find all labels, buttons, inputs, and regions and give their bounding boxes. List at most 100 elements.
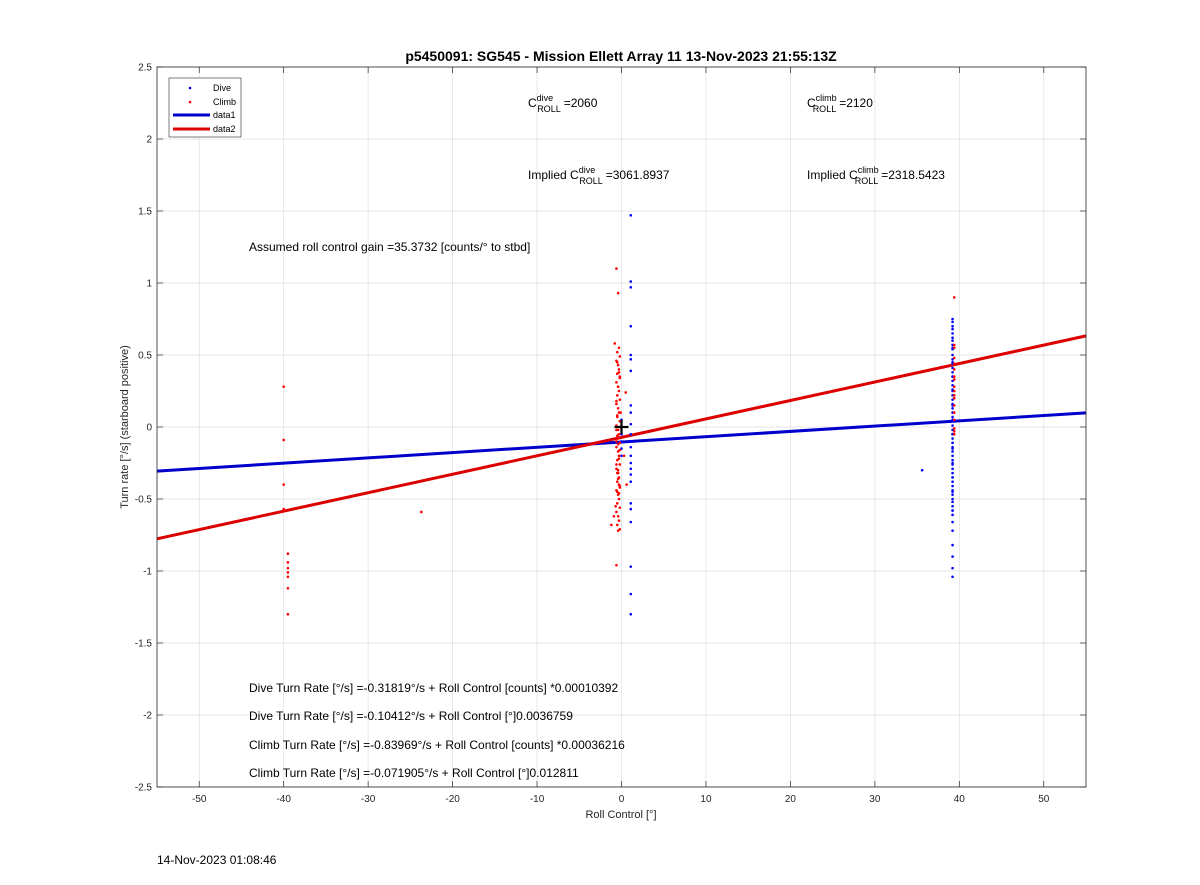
dive-point	[951, 490, 954, 494]
dive-point	[620, 440, 623, 443]
climb-point	[617, 491, 621, 495]
legend-climb-label: Climb	[213, 97, 236, 107]
climb-point	[286, 566, 290, 570]
dive-point	[951, 484, 954, 488]
legend-data2-label: data2	[213, 124, 236, 134]
legend-climb-swatch	[188, 100, 192, 104]
climb-point	[952, 378, 956, 381]
dive-point	[951, 476, 954, 479]
dive-point	[620, 447, 623, 450]
dive-point	[951, 360, 954, 364]
dive-point	[951, 497, 954, 501]
climb-point	[613, 342, 617, 345]
climb-point	[615, 440, 618, 443]
dive-point	[951, 450, 954, 453]
dive-point	[951, 353, 954, 357]
climb-point	[615, 399, 618, 403]
dive-point	[951, 447, 954, 450]
dive-point	[951, 428, 954, 432]
climb-point	[615, 414, 619, 417]
climb-point	[617, 368, 621, 371]
y-tick-label: -1	[143, 567, 152, 578]
gain-annotation: Assumed roll control gain =35.3732 [coun…	[249, 240, 530, 254]
climb-point	[952, 296, 956, 299]
dive-point	[951, 398, 954, 401]
climb-point	[624, 391, 628, 394]
dive-point	[951, 366, 954, 370]
dive-point	[629, 502, 633, 505]
climb-point	[618, 463, 622, 466]
climb-point	[618, 527, 622, 531]
climb-point	[625, 483, 628, 486]
climb-point	[618, 441, 622, 445]
climb-point	[618, 448, 622, 452]
climb-point	[617, 346, 621, 350]
dive-point	[951, 437, 954, 440]
dive-point	[629, 467, 633, 471]
data2-fit-line	[156, 334, 1087, 541]
dive-point	[629, 592, 633, 596]
climb-point	[952, 343, 956, 347]
dive-point	[629, 440, 633, 443]
climb-point	[952, 432, 956, 436]
climb-point	[952, 385, 956, 388]
dive-point	[951, 383, 954, 387]
climb-point	[286, 552, 290, 556]
c-dive-annotation: Cdive ROLL =2060	[528, 93, 598, 114]
dive-point	[951, 513, 954, 517]
climb-point	[952, 404, 956, 407]
climb-point	[286, 575, 290, 579]
implied-c-dive-annotation: Implied Cdive ROLL =3061.8937	[528, 165, 670, 186]
climb-point	[615, 480, 619, 484]
y-tick-label: -2	[143, 711, 152, 722]
climb-point	[952, 389, 956, 393]
x-tick-label: -50	[192, 794, 207, 805]
dive-point	[951, 379, 954, 383]
climb-point	[615, 471, 619, 475]
climb-point	[282, 438, 285, 442]
dive-point	[629, 286, 633, 289]
dive-point	[951, 454, 954, 458]
dive-point	[951, 480, 954, 484]
climb-point	[610, 523, 613, 527]
x-axis-ticks: -50 -40 -30 -20 -10 0 10 20 30 40 50	[192, 67, 1050, 805]
climb-point	[615, 402, 618, 406]
x-tick-label: -40	[276, 794, 291, 805]
climb-point	[952, 411, 956, 414]
climb-point	[616, 468, 620, 472]
climb-point	[617, 519, 621, 522]
dive-point	[951, 358, 954, 361]
data-points	[282, 214, 956, 616]
legend-dive-label: Dive	[213, 83, 231, 93]
climb-point	[616, 406, 620, 410]
dive-point	[951, 461, 954, 465]
dive-point	[951, 324, 954, 328]
climb-point	[952, 368, 956, 371]
climb-point	[618, 375, 622, 378]
climb-point	[615, 428, 618, 432]
y-tick-label: 2.5	[138, 63, 152, 74]
dive-point	[629, 358, 633, 361]
climb-point	[619, 411, 622, 414]
climb-point	[282, 385, 285, 388]
dive-point	[951, 458, 954, 462]
climb-point	[952, 356, 956, 360]
dive-point	[629, 214, 633, 217]
x-tick-label: 40	[954, 794, 966, 805]
climb-point	[615, 463, 618, 466]
climb-point	[617, 389, 621, 393]
climb-point	[614, 504, 617, 508]
dive-point	[951, 332, 954, 335]
climb-degrees-equation: Climb Turn Rate [°/s] =-0.071905°/s + Ro…	[249, 766, 579, 780]
x-tick-label: 10	[700, 794, 712, 805]
y-tick-label: -1.5	[135, 639, 153, 650]
dive-point	[951, 504, 954, 508]
dive-counts-equation: Dive Turn Rate [°/s] =-0.31819°/s + Roll…	[249, 681, 618, 695]
x-tick-label: 50	[1038, 794, 1050, 805]
climb-point	[286, 571, 290, 574]
climb-point	[420, 510, 423, 514]
dive-point	[951, 566, 954, 570]
climb-point	[617, 454, 621, 458]
climb-point	[615, 510, 618, 514]
